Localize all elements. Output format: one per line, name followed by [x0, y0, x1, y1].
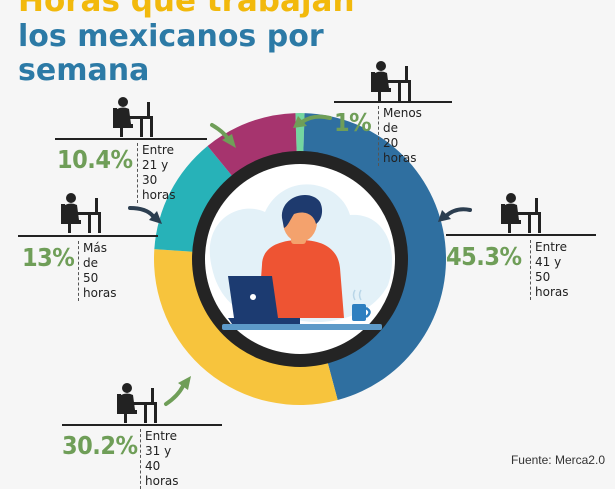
label-text: Menos de 20 horas: [378, 106, 422, 166]
divider-line: [62, 424, 222, 426]
infographic: Horas que trabajan los mexicanos por sem…: [18, 0, 605, 489]
label-value: 30.2%: [62, 431, 138, 460]
label-value: 13%: [22, 243, 75, 272]
title-line-2: los mexicanos por: [18, 19, 324, 54]
worker-desk-icon: [117, 383, 157, 423]
worker-desk-icon: [113, 97, 153, 137]
worker-desk-icon: [501, 193, 541, 233]
label-value: 1%: [334, 108, 372, 137]
slice-21-30: [207, 113, 297, 177]
label-text: Entre 21 y 30 horas: [137, 143, 176, 203]
label-text: Entre 31 y 40 horas: [140, 429, 179, 489]
divider-line: [446, 234, 596, 236]
label-text: Más de 50 horas: [78, 241, 117, 301]
title-line-1: Horas que trabajan: [18, 0, 355, 19]
donut-chart: [128, 113, 472, 406]
label-value: 45.3%: [446, 242, 522, 271]
callout-arrows: [128, 114, 472, 406]
title-line-3: semana: [18, 53, 150, 88]
source-note: Fuente: Merca2.0: [510, 453, 605, 467]
divider-line: [334, 101, 452, 103]
worker-illustration: [209, 184, 393, 330]
label-text: Entre 41 y 50 horas: [530, 240, 569, 300]
worker-desk-icon: [61, 193, 101, 233]
divider-line: [18, 235, 158, 237]
slice-over-50: [154, 145, 233, 252]
worker-desk-icon: [371, 61, 411, 101]
label-value: 10.4%: [57, 145, 133, 174]
divider-line: [55, 138, 207, 140]
slice-41-50: [303, 113, 446, 401]
